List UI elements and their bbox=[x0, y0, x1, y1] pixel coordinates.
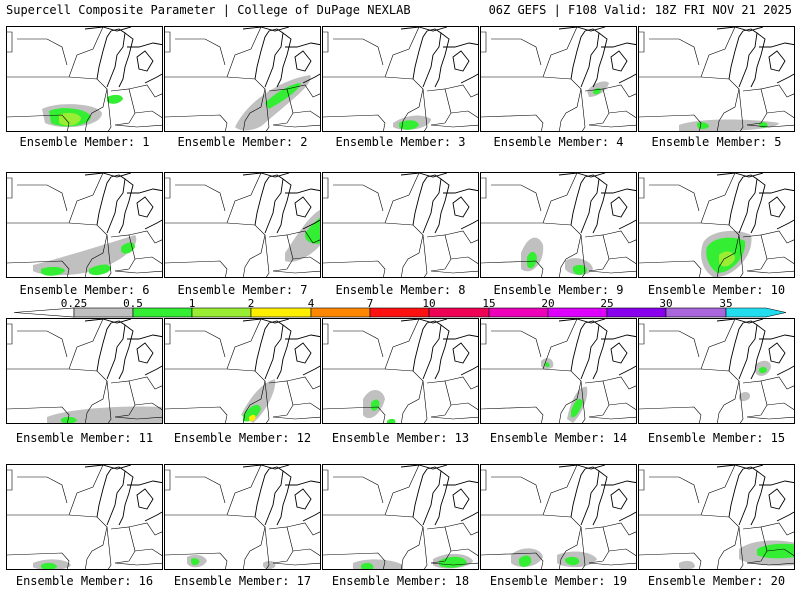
panel-label: Ensemble Member: 15 bbox=[647, 431, 786, 445]
map-panel-member-2 bbox=[164, 26, 321, 132]
map-basemap bbox=[323, 319, 478, 423]
colorbar-tick-label: 7 bbox=[366, 297, 374, 310]
map-panel-member-6 bbox=[6, 172, 163, 278]
colorbar bbox=[13, 307, 787, 318]
colorbar-tick-label: 20 bbox=[541, 297, 555, 310]
colorbar-segment bbox=[310, 307, 371, 318]
map-basemap bbox=[165, 465, 320, 569]
panel-label: Ensemble Member: 7 bbox=[177, 283, 308, 297]
map-panel-member-8 bbox=[322, 172, 479, 278]
map-panel-member-19 bbox=[480, 464, 637, 570]
colorbar-tick-label: 15 bbox=[482, 297, 496, 310]
panel-label: Ensemble Member: 18 bbox=[331, 574, 470, 588]
map-basemap bbox=[7, 173, 162, 277]
panel-label: Ensemble Member: 11 bbox=[15, 431, 154, 445]
map-basemap bbox=[639, 319, 794, 423]
colorbar-segment bbox=[665, 307, 727, 318]
colorbar-tick-label: 0.25 bbox=[60, 297, 88, 310]
colorbar-segment bbox=[250, 307, 312, 318]
panel-label: Ensemble Member: 13 bbox=[331, 431, 470, 445]
colorbar-segment bbox=[606, 307, 667, 318]
panel-label: Ensemble Member: 1 bbox=[19, 135, 150, 149]
map-panel-member-4 bbox=[480, 26, 637, 132]
panel-label: Ensemble Member: 14 bbox=[489, 431, 628, 445]
map-panel-member-1 bbox=[6, 26, 163, 132]
map-panel-member-18 bbox=[322, 464, 479, 570]
map-basemap bbox=[481, 173, 636, 277]
colorbar-segment bbox=[191, 307, 252, 318]
panel-label: Ensemble Member: 16 bbox=[15, 574, 154, 588]
map-panel-member-12 bbox=[164, 318, 321, 424]
panel-label: Ensemble Member: 5 bbox=[651, 135, 782, 149]
colorbar-segment bbox=[369, 307, 430, 318]
colorbar-tick-label: 4 bbox=[307, 297, 315, 310]
colorbar-tick-label: 10 bbox=[422, 297, 436, 310]
map-panel-member-20 bbox=[638, 464, 795, 570]
colorbar-segment bbox=[428, 307, 490, 318]
colorbar-tick-label: 2 bbox=[247, 297, 255, 310]
header-title: Supercell Composite Parameter | College … bbox=[6, 3, 411, 17]
map-panel-member-17 bbox=[164, 464, 321, 570]
map-basemap bbox=[7, 319, 162, 423]
map-panel-member-11 bbox=[6, 318, 163, 424]
colorbar-segment bbox=[725, 307, 787, 318]
header-valid-time: 06Z GEFS | F108 Valid: 18Z FRI NOV 21 20… bbox=[488, 3, 792, 17]
panel-label: Ensemble Member: 17 bbox=[173, 574, 312, 588]
panel-label: Ensemble Member: 10 bbox=[647, 283, 786, 297]
map-panel-member-10 bbox=[638, 172, 795, 278]
map-basemap bbox=[165, 173, 320, 277]
map-panel-member-13 bbox=[322, 318, 479, 424]
colorbar-tick-label: 35 bbox=[719, 297, 733, 310]
map-basemap bbox=[7, 27, 162, 131]
map-basemap bbox=[639, 27, 794, 131]
panel-label: Ensemble Member: 4 bbox=[493, 135, 624, 149]
map-panel-member-5 bbox=[638, 26, 795, 132]
map-panel-member-7 bbox=[164, 172, 321, 278]
colorbar-tick-label: 1 bbox=[188, 297, 196, 310]
map-basemap bbox=[639, 465, 794, 569]
map-basemap bbox=[481, 319, 636, 423]
map-basemap bbox=[481, 465, 636, 569]
panel-label: Ensemble Member: 9 bbox=[493, 283, 624, 297]
map-basemap bbox=[323, 173, 478, 277]
map-panel-member-14 bbox=[480, 318, 637, 424]
map-panel-member-16 bbox=[6, 464, 163, 570]
panel-label: Ensemble Member: 12 bbox=[173, 431, 312, 445]
colorbar-segment bbox=[547, 307, 608, 318]
map-panel-member-15 bbox=[638, 318, 795, 424]
map-basemap bbox=[323, 27, 478, 131]
colorbar-tick-label: 0.5 bbox=[123, 297, 143, 310]
panel-label: Ensemble Member: 8 bbox=[335, 283, 466, 297]
map-panel-member-9 bbox=[480, 172, 637, 278]
panel-label: Ensemble Member: 6 bbox=[19, 283, 150, 297]
map-basemap bbox=[165, 27, 320, 131]
panel-label: Ensemble Member: 2 bbox=[177, 135, 308, 149]
map-panel-member-3 bbox=[322, 26, 479, 132]
panel-label: Ensemble Member: 20 bbox=[647, 574, 786, 588]
map-basemap bbox=[165, 319, 320, 423]
map-basemap bbox=[639, 173, 794, 277]
map-basemap bbox=[323, 465, 478, 569]
map-basemap bbox=[481, 27, 636, 131]
colorbar-tick-label: 30 bbox=[659, 297, 673, 310]
colorbar-tick-label: 25 bbox=[600, 297, 614, 310]
panel-label: Ensemble Member: 3 bbox=[335, 135, 466, 149]
panel-label: Ensemble Member: 19 bbox=[489, 574, 628, 588]
map-basemap bbox=[7, 465, 162, 569]
colorbar-segment bbox=[488, 307, 549, 318]
